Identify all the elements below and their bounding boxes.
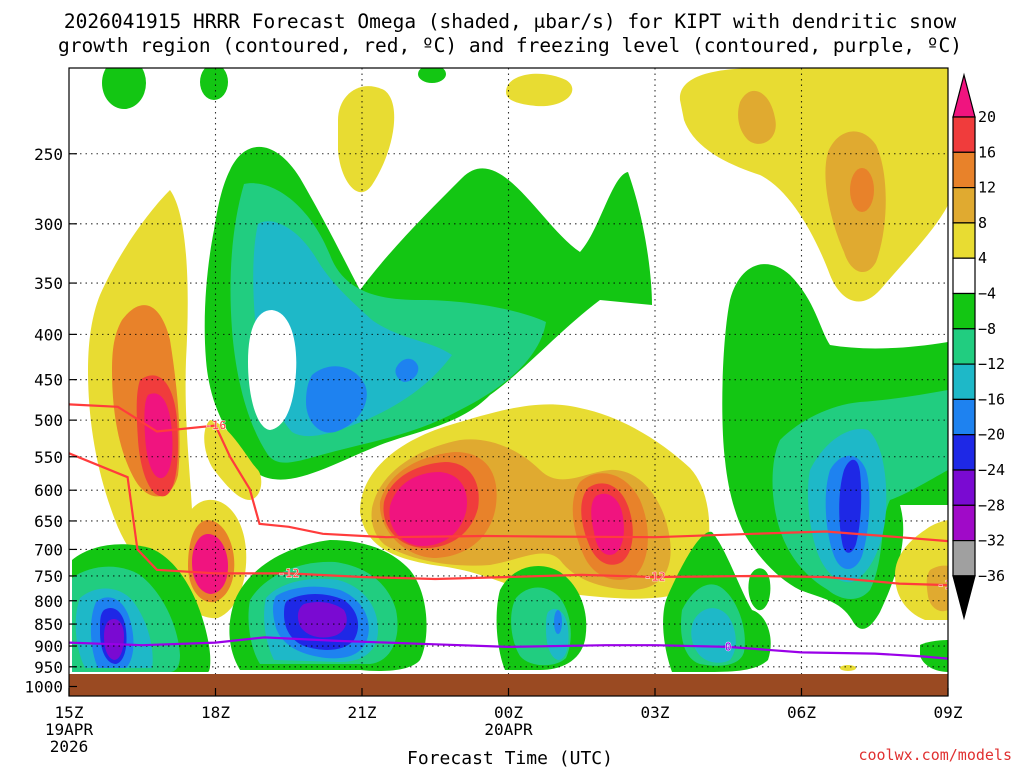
colorbar-label: −8: [978, 320, 996, 338]
chart-title-line-1: 2026041915 HRRR Forecast Omega (shaded, …: [64, 10, 956, 33]
omega-fill: [102, 68, 146, 109]
omega-fill: [253, 221, 452, 437]
omega-fill: [591, 493, 624, 555]
omega-shading: [72, 68, 948, 672]
omega-fill: [839, 459, 862, 553]
colorbar-label: −20: [978, 426, 1005, 444]
colorbar-swatch: [952, 257, 976, 295]
x-tick-date: 19APR: [45, 720, 94, 739]
y-tick-label: 750: [34, 567, 63, 586]
y-tick-label: 600: [34, 481, 63, 500]
y-tick-label: 250: [34, 145, 63, 164]
y-tick-label: 1000: [24, 678, 63, 697]
omega-fill: [297, 602, 347, 638]
colorbar-label: −24: [978, 461, 1005, 479]
contour-lines: -16 -12 -12 -12 0: [69, 403, 959, 660]
omega-fill: [506, 73, 573, 107]
y-tick-label: 950: [34, 658, 63, 677]
chart-title-line-2: growth region (contoured, red, ºC) and f…: [58, 34, 962, 57]
x-tick-label: 03Z: [641, 703, 670, 722]
omega-fill: [554, 610, 562, 634]
colorbar-swatch: [952, 504, 976, 542]
omega-fill: [748, 568, 771, 611]
dgz-contour-minus16-label: -16: [205, 418, 227, 432]
x-tick-label: 06Z: [787, 703, 816, 722]
colorbar: 20 16 12 8 4 −4 −8 −12 −16 −20 −24 −28 −32 −36: [952, 72, 1005, 621]
y-tick-label: 400: [34, 325, 63, 344]
omega-fill: [920, 640, 948, 672]
y-tick-label: 300: [34, 215, 63, 234]
x-axis-label: Forecast Time (UTC): [407, 748, 613, 768]
x-tick-date: 20APR: [484, 720, 533, 739]
omega-fill: [850, 168, 874, 212]
colorbar-swatch: [952, 469, 976, 506]
colorbar-top-triangle: [952, 72, 976, 118]
x-tick-label: 21Z: [348, 703, 377, 722]
y-tick-label: 450: [34, 371, 63, 390]
y-tick-label: 800: [34, 592, 63, 611]
omega-fill: [738, 90, 776, 144]
dgz-contour-minus12-label: -12: [644, 570, 666, 584]
y-tick-label: 700: [34, 540, 63, 559]
credit-text: coolwx.com/models: [858, 746, 1012, 764]
y-tick-label: 550: [34, 448, 63, 467]
y-tick-label: 350: [34, 274, 63, 293]
colorbar-label: 16: [978, 143, 996, 161]
colorbar-swatch: [952, 116, 976, 153]
colorbar-label: −16: [978, 390, 1005, 408]
colorbar-label: −32: [978, 532, 1005, 550]
colorbar-label: −28: [978, 496, 1005, 514]
colorbar-swatch: [952, 151, 976, 189]
y-tick-label: 650: [34, 512, 63, 531]
freezing-level-contour-label: 0: [725, 640, 732, 654]
omega-fill: [104, 618, 124, 660]
dgz-contour-minus12: [69, 452, 948, 587]
plot-area: -16 -12 -12 -12 0: [69, 68, 959, 696]
omega-fill: [395, 358, 419, 382]
omega-fill: [338, 86, 395, 193]
axes: 250 300 350 400 450 500 550 600 650 700 750 800 850 9…: [24, 145, 962, 756]
omega-fill: [144, 393, 173, 479]
dgz-contour-minus12-label: -12: [278, 566, 300, 580]
colorbar-swatch: [952, 187, 976, 224]
colorbar-label: 20: [978, 108, 996, 126]
colorbar-label: 12: [978, 179, 996, 197]
omega-fill: [248, 310, 297, 430]
colorbar-label: −36: [978, 567, 1005, 585]
omega-fill: [926, 565, 948, 612]
x-tick-label: 09Z: [934, 703, 963, 722]
colorbar-swatch: [952, 539, 976, 577]
x-tick-label: 00Z: [494, 703, 523, 722]
colorbar-label: 4: [978, 249, 987, 267]
omega-fill: [840, 665, 856, 671]
colorbar-swatch: [952, 363, 976, 401]
colorbar-swatch: [952, 398, 976, 436]
y-tick-label: 500: [34, 411, 63, 430]
y-tick-label: 850: [34, 615, 63, 634]
omega-fill: [306, 366, 367, 433]
colorbar-label: 8: [978, 214, 987, 232]
colorbar-swatch: [952, 434, 976, 471]
y-tick-label: 900: [34, 637, 63, 656]
colorbar-bottom-triangle: [952, 575, 976, 621]
colorbar-swatch: [952, 328, 976, 365]
omega-fill: [200, 68, 228, 100]
x-tick-year: 2026: [50, 737, 89, 756]
colorbar-swatch: [952, 222, 976, 259]
x-tick-label: 15Z: [55, 703, 84, 722]
grid-lines: [69, 68, 948, 696]
omega-fill: [418, 68, 446, 83]
ground-terrain: [69, 674, 948, 696]
omega-fill: [691, 608, 736, 663]
dgz-contour-minus16: [69, 403, 948, 543]
freezing-level-contour: [69, 636, 948, 660]
x-tick-label: 18Z: [201, 703, 230, 722]
colorbar-label: −12: [978, 355, 1005, 373]
colorbar-label: −4: [978, 285, 996, 303]
omega-fill: [389, 472, 467, 546]
colorbar-swatch: [952, 292, 976, 330]
dgz-contour-minus12-label: -12: [937, 578, 959, 592]
